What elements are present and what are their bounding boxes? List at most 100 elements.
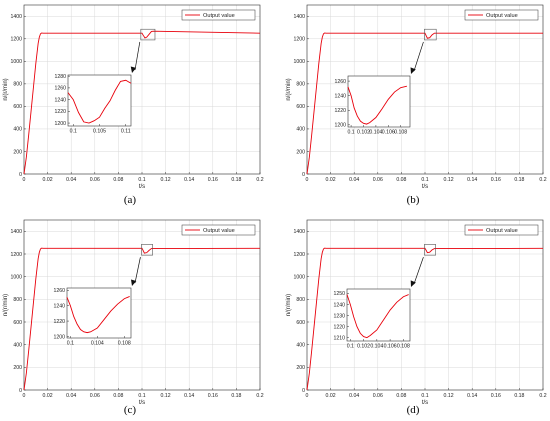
zoom-arrow-head xyxy=(410,280,416,287)
x-tick-label: 0.18 xyxy=(231,393,241,399)
x-tick-label: 0.1 xyxy=(421,393,428,399)
y-tick-label: 200 xyxy=(13,149,22,155)
y-tick-label: 0 xyxy=(19,388,22,394)
inset-y-tick-label: 1260 xyxy=(54,86,66,92)
x-tick-label: 0.04 xyxy=(349,177,359,183)
inset-x-tick-label: 0.106 xyxy=(384,344,397,350)
x-tick-label: 0.1 xyxy=(138,393,145,399)
inset-frame xyxy=(346,288,411,342)
x-tick-label: 0.18 xyxy=(514,177,524,183)
inset-y-tick-label: 1240 xyxy=(54,97,66,103)
chart-panel-a: 0 0.02 0.04 0.06 0.08 0.1 0.12 0.14 0.16 0.18 0.2 0… xyxy=(3,4,264,206)
inset-x-tick-label: 0.102 xyxy=(357,130,370,136)
y-tick-label: 800 xyxy=(13,297,22,303)
series-line-output-value xyxy=(306,247,544,391)
inset-x-tick-label: 0.105 xyxy=(93,129,106,135)
y-axis-label: n/(r/min) xyxy=(3,78,9,100)
y-tick-label: 0 xyxy=(302,172,305,178)
y-tick-label: 800 xyxy=(296,297,305,303)
inset-y-tick-label: 1230 xyxy=(333,313,345,319)
y-tick-label: 800 xyxy=(296,82,305,88)
panel-label: (a) xyxy=(124,194,137,206)
legend-label: Output value xyxy=(486,13,518,19)
x-tick-label: 0.12 xyxy=(161,177,171,183)
x-axis-label: t/s xyxy=(139,184,145,190)
x-tick-label: 0.08 xyxy=(113,177,123,183)
inset-chart: 0.1 0.102 0.104 0.106 0.108 1210 1220 1230 1240 1… xyxy=(333,288,411,350)
inset-x-tick-label: 0.108 xyxy=(394,130,407,136)
inset-y-tick-label: 1260 xyxy=(53,288,65,294)
zoom-arrow-head xyxy=(130,66,137,73)
x-tick-label: 0.2 xyxy=(256,177,263,183)
inset-x-tick-label: 0.104 xyxy=(91,341,104,347)
inset-x-tick-label: 0.104 xyxy=(370,344,383,350)
x-tick-label: 0.18 xyxy=(514,393,524,399)
x-axis-label: t/s xyxy=(139,400,145,406)
inset-x-tick-label: 0.102 xyxy=(357,344,370,350)
axes-frame xyxy=(306,4,544,175)
inset-series-line xyxy=(346,294,409,339)
inset-y-tick-label: 1240 xyxy=(53,303,65,309)
x-tick-label: 0.04 xyxy=(66,393,76,399)
x-tick-label: 0.06 xyxy=(90,393,100,399)
x-tick-label: 0.1 xyxy=(138,177,145,183)
legend-label: Output value xyxy=(203,228,235,234)
y-tick-label: 600 xyxy=(13,320,22,326)
y-tick-label: 200 xyxy=(296,365,305,371)
y-tick-label: 1200 xyxy=(10,252,22,258)
inset-chart: 0.1 0.104 0.108 1200 1220 1240 1260 xyxy=(53,287,132,347)
y-tick-label: 0 xyxy=(302,388,305,394)
panel-label: (c) xyxy=(124,404,137,416)
inset-y-tick-label: 1220 xyxy=(333,324,345,330)
y-tick-label: 400 xyxy=(296,342,305,348)
inset-chart: 0.1 0.105 0.11 1200 1220 1240 1260 1280 xyxy=(54,74,132,135)
x-tick-label: 0.14 xyxy=(467,393,477,399)
inset-chart: 0.1 0.102 0.104 0.106 0.108 1200 1220 1240 1260 xyxy=(334,75,411,136)
y-tick-label: 1000 xyxy=(293,59,305,65)
y-tick-label: 1200 xyxy=(293,37,305,43)
x-tick-label: 0.16 xyxy=(208,393,218,399)
y-axis-label: n/(r/min) xyxy=(286,78,292,100)
y-tick-label: 0 xyxy=(19,172,22,178)
zoom-arrow-head xyxy=(410,67,416,74)
legend-label: Output value xyxy=(486,228,518,234)
x-tick-label: 0.12 xyxy=(444,177,454,183)
y-tick-label: 200 xyxy=(296,149,305,155)
inset-y-tick-label: 1220 xyxy=(53,319,65,325)
y-tick-label: 1200 xyxy=(293,252,305,258)
inset-series-line xyxy=(347,85,408,125)
inset-y-tick-label: 1200 xyxy=(53,334,65,340)
x-tick-label: 0.1 xyxy=(421,177,428,183)
x-tick-label: 0 xyxy=(306,393,309,399)
y-tick-label: 1400 xyxy=(10,14,22,20)
x-tick-label: 0.08 xyxy=(396,177,406,183)
y-tick-label: 400 xyxy=(296,127,305,133)
inset-y-tick-label: 1260 xyxy=(334,79,346,85)
x-tick-label: 0.12 xyxy=(444,393,454,399)
zoom-marker-box xyxy=(140,28,156,41)
inset-frame xyxy=(347,75,411,128)
x-tick-label: 0.08 xyxy=(396,393,406,399)
y-tick-label: 1400 xyxy=(293,14,305,20)
series-line-output-value xyxy=(23,30,261,175)
x-tick-label: 0.2 xyxy=(539,177,546,183)
x-tick-label: 0.16 xyxy=(491,393,501,399)
x-tick-label: 0.14 xyxy=(184,177,194,183)
zoom-arrow-line xyxy=(413,257,424,285)
inset-series-line xyxy=(67,79,132,124)
y-tick-label: 400 xyxy=(13,342,22,348)
inset-frame xyxy=(66,287,132,339)
inset-x-tick-label: 0.104 xyxy=(369,130,382,136)
y-tick-label: 1000 xyxy=(293,274,305,280)
y-tick-label: 200 xyxy=(13,365,22,371)
inset-y-tick-label: 1220 xyxy=(334,108,346,114)
inset-y-tick-label: 1210 xyxy=(333,335,345,341)
x-tick-label: 0.16 xyxy=(491,177,501,183)
legend-label: Output value xyxy=(203,13,235,19)
series-line-output-value xyxy=(23,247,261,391)
x-tick-label: 0 xyxy=(23,393,26,399)
inset-x-tick-label: 0.1 xyxy=(70,129,77,135)
y-axis-label: n/(r/min) xyxy=(286,294,292,316)
x-tick-label: 0.18 xyxy=(231,177,241,183)
inset-y-tick-label: 1200 xyxy=(54,121,66,127)
